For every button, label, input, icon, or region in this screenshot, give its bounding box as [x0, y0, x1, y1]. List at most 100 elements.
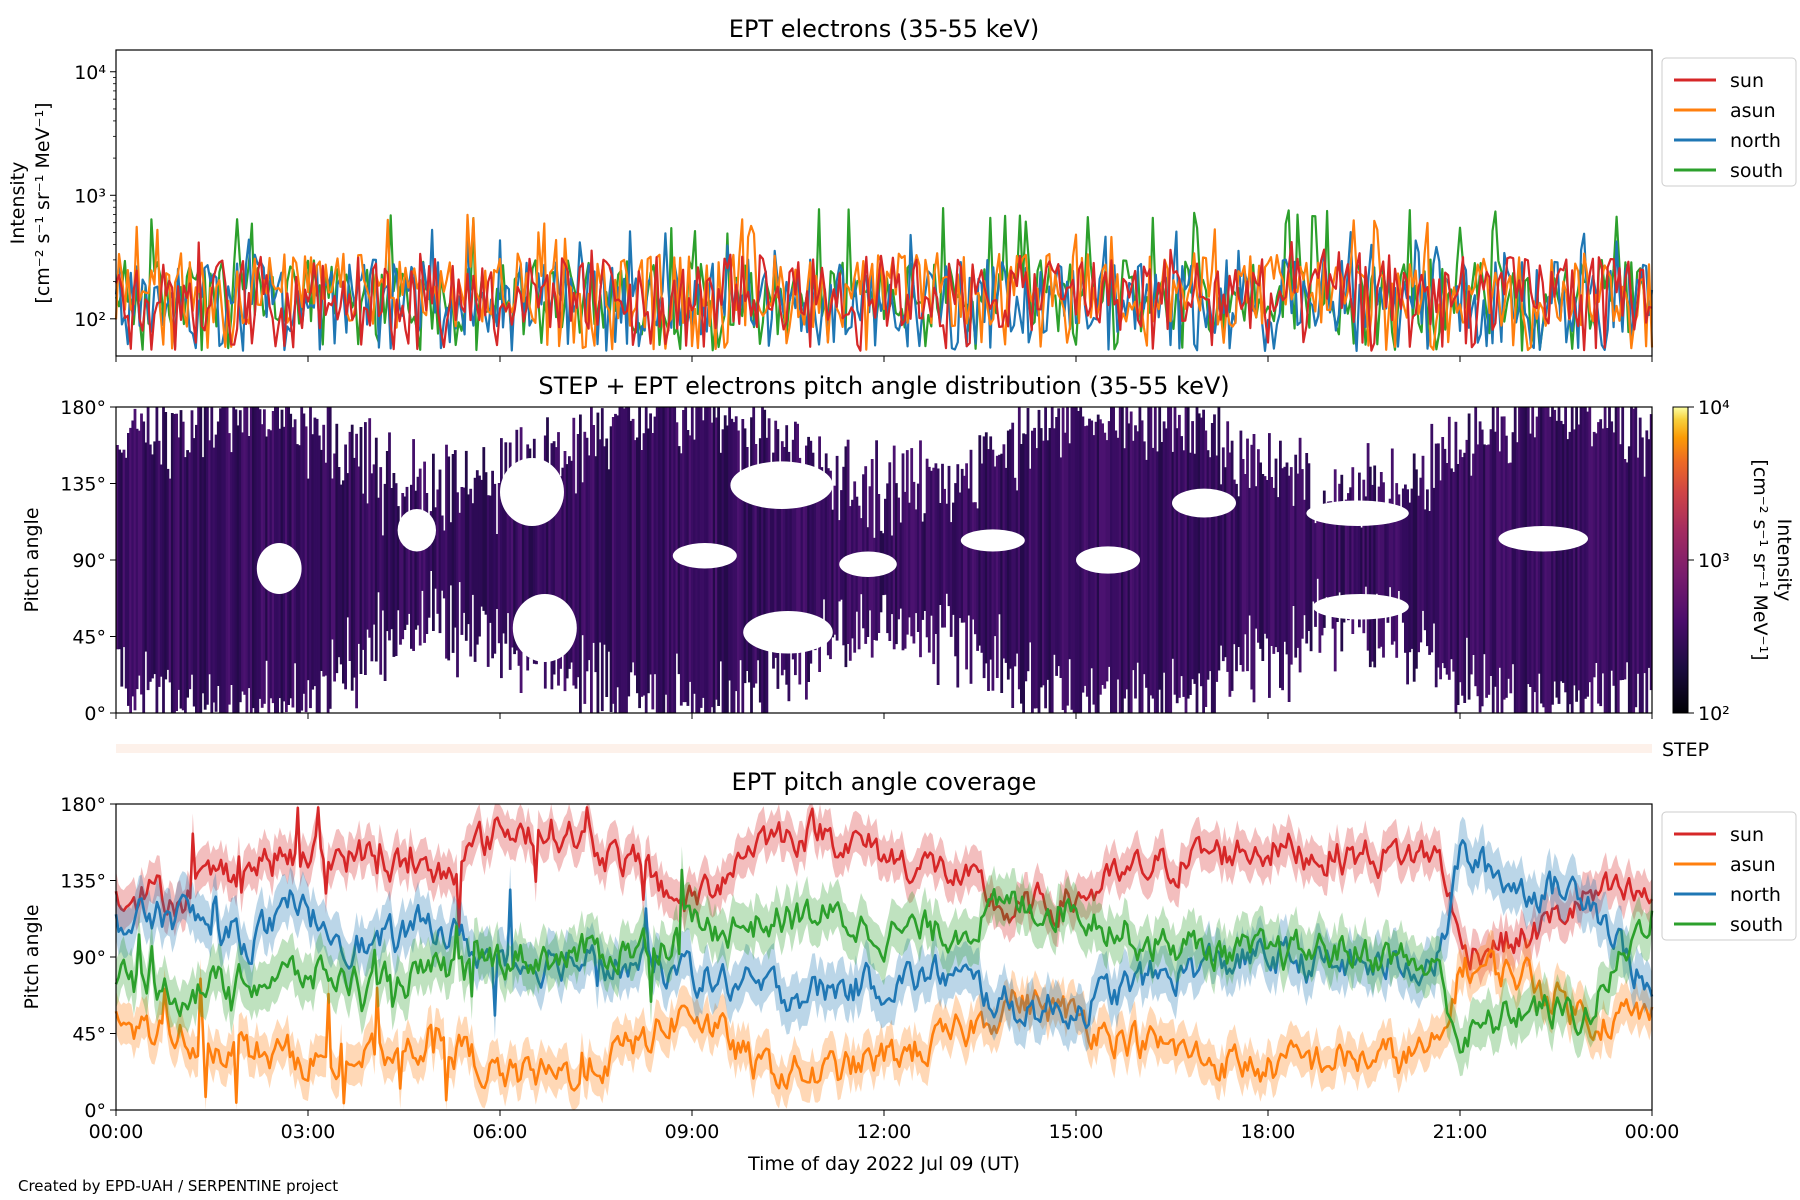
- heatmap-column: [190, 410, 194, 675]
- heatmap-column: [475, 470, 479, 645]
- heatmap-column: [1180, 436, 1183, 677]
- heatmap-column: [1491, 407, 1495, 713]
- heatmap-column: [644, 407, 648, 713]
- heatmap-column: [1169, 407, 1173, 713]
- heatmap-column: [495, 534, 499, 609]
- heatmap-column: [1164, 428, 1168, 713]
- heatmap-column: [1494, 431, 1497, 687]
- heatmap-column: [184, 457, 187, 713]
- heatmap-column: [585, 437, 589, 672]
- heatmap-column: [346, 473, 350, 618]
- heatmap-column: [532, 438, 536, 664]
- heatmap-column: [124, 457, 128, 689]
- heatmap-column: [179, 410, 183, 709]
- heatmap-column: [232, 407, 236, 713]
- heatmap-column: [995, 455, 999, 678]
- y-tick-label: 10⁴: [74, 62, 106, 84]
- heatmap-column: [1419, 477, 1423, 643]
- y-tick-label: 180°: [60, 397, 106, 419]
- heatmap-column: [1364, 496, 1368, 587]
- heatmap-column: [941, 463, 944, 628]
- heatmap-column: [1160, 442, 1164, 713]
- heatmap-column: [976, 508, 979, 651]
- heatmap-column: [607, 469, 611, 652]
- heatmap-column: [1643, 476, 1646, 674]
- heatmap-column: [1243, 474, 1247, 635]
- heatmap-column: [662, 407, 666, 713]
- heatmap-column: [1189, 452, 1192, 695]
- heatmap-column: [675, 422, 679, 654]
- heatmap-column: [1575, 407, 1578, 702]
- heatmap-column: [987, 449, 990, 691]
- heatmap-column: [752, 407, 756, 688]
- heatmap-column: [315, 418, 319, 713]
- heatmap-column: [748, 468, 751, 683]
- heatmap-column: [1588, 407, 1592, 683]
- heatmap-column: [456, 492, 459, 678]
- heatmap-gap: [839, 551, 897, 577]
- heatmap-column: [600, 408, 604, 712]
- heatmap-column: [151, 454, 154, 679]
- heatmap-column: [1031, 430, 1034, 713]
- heatmap-column: [1502, 416, 1506, 700]
- heatmap-column: [521, 480, 525, 641]
- heatmap-column: [1090, 420, 1094, 669]
- heatmap-column: [1000, 453, 1004, 693]
- heatmap-column: [399, 529, 402, 645]
- heatmap-column: [421, 529, 424, 591]
- heatmap-column: [1627, 446, 1631, 713]
- heatmap-column: [342, 480, 345, 684]
- heatmap-column: [227, 433, 231, 705]
- heatmap-column: [1599, 419, 1603, 707]
- heatmap-column: [313, 417, 317, 687]
- panel1-x-ticks: [115, 356, 1653, 362]
- legend-label-south: south: [1730, 160, 1783, 182]
- heatmap-column: [300, 407, 304, 711]
- heatmap-column: [530, 475, 534, 605]
- heatmap-column: [118, 449, 121, 650]
- heatmap-gap: [730, 461, 833, 510]
- heatmap-column: [1498, 451, 1502, 668]
- heatmap-column: [592, 425, 595, 643]
- heatmap-column: [559, 476, 562, 669]
- heatmap-column: [506, 495, 510, 614]
- heatmap-column: [302, 413, 306, 694]
- heatmap-column: [565, 464, 569, 679]
- heatmap-column: [1584, 407, 1587, 699]
- heatmap-column: [258, 409, 262, 699]
- heatmap-column: [1382, 482, 1385, 658]
- heatmap-column: [1641, 437, 1644, 713]
- heatmap-column: [932, 467, 936, 665]
- heatmap-column: [1252, 434, 1256, 703]
- heatmap-column: [1107, 421, 1111, 667]
- heatmap-column: [741, 419, 745, 713]
- heatmap-column: [383, 483, 387, 681]
- heatmap-column: [960, 468, 964, 623]
- heatmap-column: [627, 407, 631, 697]
- heatmap-column: [1441, 437, 1445, 664]
- heatmap-column: [974, 502, 977, 635]
- heatmap-column: [1140, 420, 1144, 713]
- heatmap-column: [554, 447, 558, 646]
- heatmap-column: [486, 495, 490, 667]
- heatmap-column: [1285, 462, 1289, 655]
- heatmap-column: [1430, 423, 1434, 653]
- panel4-xlabel: Time of day 2022 Jul 09 (UT): [747, 1153, 1020, 1175]
- heatmap-column: [473, 477, 477, 662]
- heatmap-column: [328, 407, 332, 709]
- heatmap-column: [954, 483, 957, 657]
- heatmap-column: [462, 487, 466, 613]
- heatmap-column: [1480, 429, 1484, 707]
- heatmap-column: [234, 409, 238, 713]
- panel4-data-layer: [114, 804, 1654, 1110]
- heatmap-column: [1360, 527, 1363, 606]
- heatmap-column: [206, 407, 209, 705]
- heatmap-column: [620, 407, 624, 713]
- heatmap-column: [1610, 421, 1614, 671]
- heatmap-column: [1542, 407, 1546, 708]
- heatmap-column: [135, 428, 139, 690]
- heatmap-column: [1489, 429, 1493, 676]
- heatmap-column: [432, 453, 435, 631]
- heatmap-column: [930, 470, 933, 616]
- heatmap-column: [434, 507, 437, 589]
